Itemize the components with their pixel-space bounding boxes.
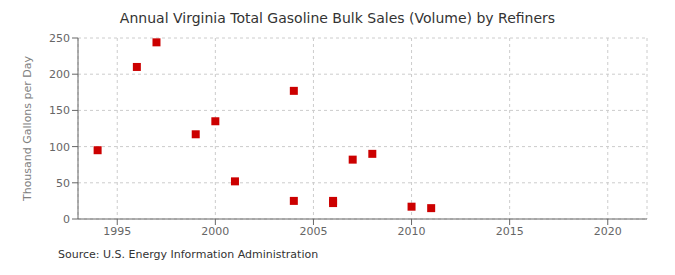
svg-text:2020: 2020 bbox=[594, 225, 622, 238]
svg-text:2015: 2015 bbox=[496, 225, 524, 238]
svg-text:Thousand Gallons per Day: Thousand Gallons per Day bbox=[21, 55, 34, 202]
svg-text:100: 100 bbox=[49, 141, 70, 154]
svg-text:2010: 2010 bbox=[398, 225, 426, 238]
svg-text:2000: 2000 bbox=[201, 225, 229, 238]
svg-text:50: 50 bbox=[56, 177, 70, 190]
svg-text:0: 0 bbox=[63, 213, 70, 226]
svg-text:250: 250 bbox=[49, 32, 70, 45]
svg-text:2005: 2005 bbox=[299, 225, 327, 238]
svg-text:200: 200 bbox=[49, 68, 70, 81]
svg-text:1995: 1995 bbox=[103, 225, 131, 238]
html-text:Source: U.S. Energy Informatio: Source: U.S. Energy Information Administ… bbox=[58, 248, 319, 261]
html-text:Annual Virginia Total Gasoline: Annual Virginia Total Gasoline Bulk Sale… bbox=[119, 10, 556, 26]
svg-text:150: 150 bbox=[49, 104, 70, 117]
